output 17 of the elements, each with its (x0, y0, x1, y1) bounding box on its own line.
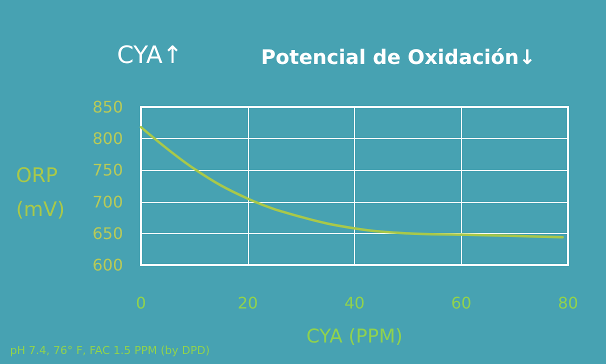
chart-subtitle: Potencial de Oxidación↓ (261, 45, 536, 69)
x-axis-title: CYA (PPM) (306, 326, 403, 348)
y-tick-label: 750 (92, 160, 123, 180)
chart-title: CYA↑ (117, 41, 183, 69)
y-tick-label: 700 (92, 192, 123, 212)
x-tick-label: 80 (558, 294, 578, 312)
y-tick-label: 650 (92, 224, 123, 243)
y-tick-label: 850 (92, 98, 123, 116)
x-tick-label: 60 (451, 294, 472, 312)
x-tick-label: 20 (238, 294, 258, 312)
line-series (140, 126, 564, 238)
x-tick-label: 40 (344, 294, 365, 312)
y-axis-title: ORP (mV) (16, 163, 65, 221)
y-tick-label: 800 (92, 129, 123, 148)
text: pH 7.4, 76° F, FAC 1.5 PPM (by DPD) (10, 344, 210, 357)
y-tick-label: 600 (92, 256, 123, 274)
x-tick-label: 0 (136, 294, 146, 312)
